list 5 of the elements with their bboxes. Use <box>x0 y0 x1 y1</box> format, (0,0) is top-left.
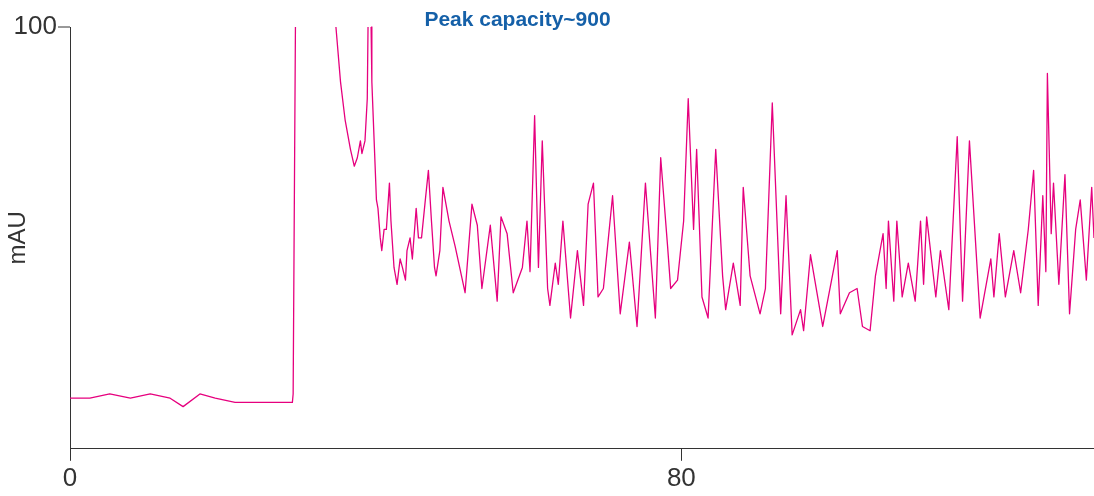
x-tick-label: 80 <box>666 461 696 492</box>
chart-title: Peak capacity~900 <box>424 6 611 30</box>
text: 100 <box>13 10 57 41</box>
y-axis-title: mAU <box>3 211 31 265</box>
x-tick-label: 0 <box>62 461 78 492</box>
